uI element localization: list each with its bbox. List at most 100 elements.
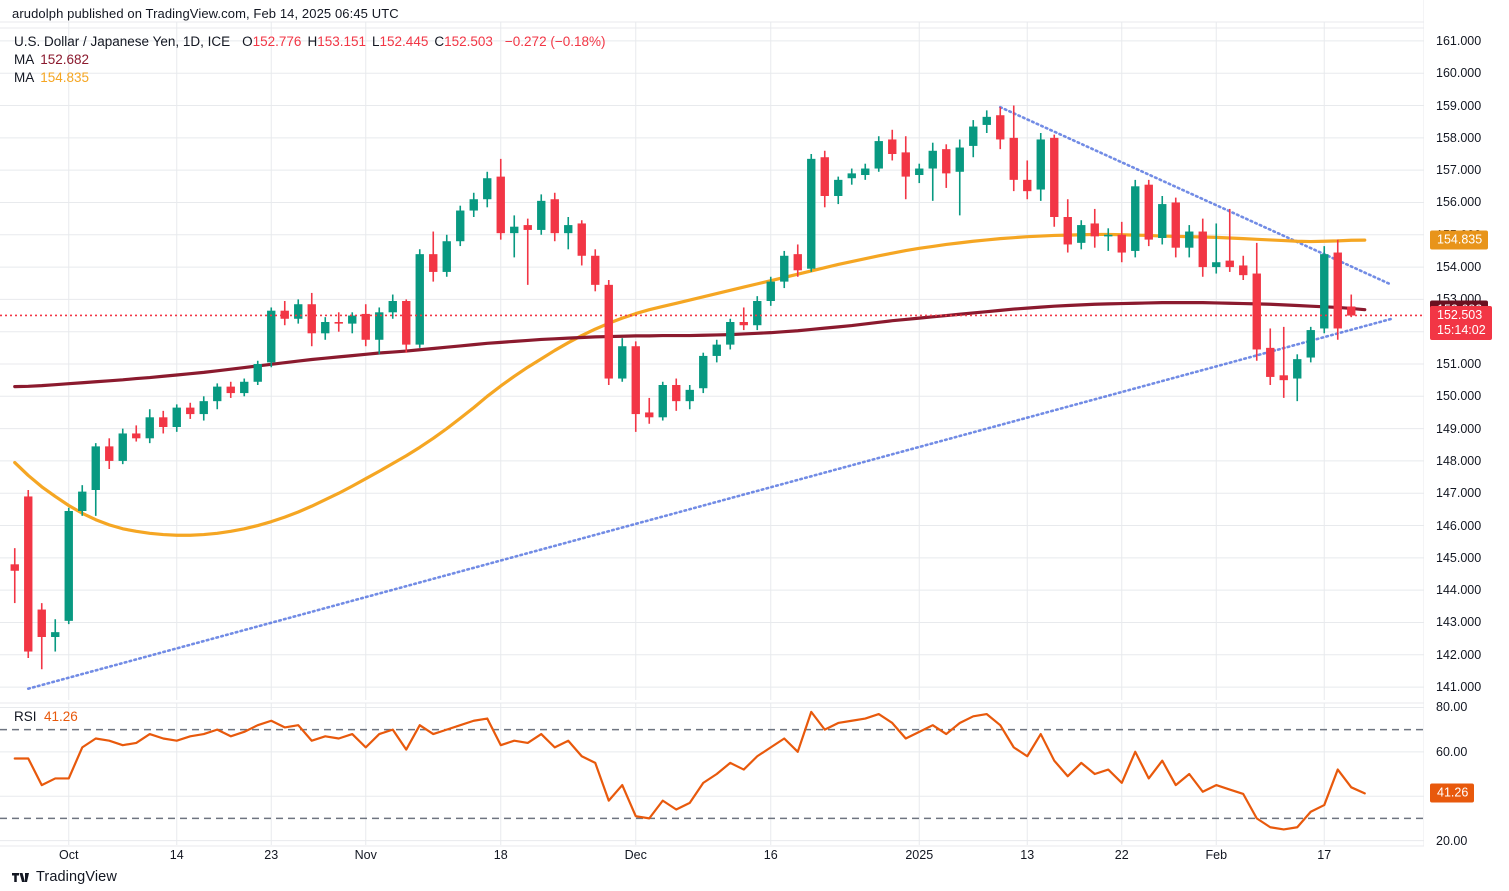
candle — [834, 176, 843, 205]
ma2-price-pill[interactable]: 154.835 — [1430, 230, 1489, 250]
candle — [1050, 134, 1059, 227]
time-axis-label: 2025 — [905, 848, 934, 862]
candle — [172, 404, 181, 432]
candle — [1104, 228, 1113, 251]
candle — [253, 360, 262, 385]
candle — [483, 171, 492, 208]
candle — [1185, 225, 1194, 258]
time-axis-label: 17 — [1317, 848, 1332, 862]
candle — [1090, 208, 1099, 248]
last-price-pill[interactable]: 152.503 15:14:02 — [1430, 306, 1492, 341]
candle — [1320, 246, 1329, 334]
time-axis-label: 16 — [763, 848, 778, 862]
candle — [631, 341, 640, 432]
candle — [415, 249, 424, 348]
candle — [658, 381, 667, 421]
price-axis-tick: 157.000 — [1436, 163, 1482, 178]
candle — [496, 158, 505, 240]
price-axis-tick: 141.000 — [1436, 680, 1482, 695]
candle — [847, 168, 856, 185]
price-axis-tick: 150.000 — [1436, 389, 1482, 404]
candle — [388, 294, 397, 319]
candle — [645, 397, 654, 424]
candle — [685, 385, 694, 410]
tradingview-mark-icon — [12, 872, 29, 882]
price-axis-tick: 143.000 — [1436, 615, 1482, 630]
candle — [118, 428, 127, 465]
candle — [1131, 179, 1140, 258]
candle — [375, 307, 384, 355]
candle — [37, 603, 46, 670]
candle — [24, 490, 33, 658]
rsi-value-pill[interactable]: 41.26 — [1430, 783, 1475, 803]
rsi-line — [13, 710, 1366, 831]
time-axis-label: Nov — [354, 848, 377, 862]
lower-ascending-trendline — [26, 317, 1394, 690]
rsi-plot-layer — [0, 710, 1424, 831]
time-axis-label: 13 — [1020, 848, 1035, 862]
upper-descending-trendline — [998, 105, 1394, 287]
candle — [618, 338, 627, 382]
candle — [739, 307, 748, 331]
candle — [523, 218, 532, 285]
price-axis-tick: 151.000 — [1436, 357, 1482, 371]
time-axis-label: Oct — [59, 848, 79, 862]
candle — [456, 205, 465, 247]
candle — [105, 438, 114, 469]
candle — [753, 296, 762, 331]
candle — [361, 304, 370, 347]
price-axis-tick: 142.000 — [1436, 647, 1482, 662]
price-axis-tick: 147.000 — [1436, 486, 1482, 501]
candle — [793, 244, 802, 277]
ma-orange-line — [13, 232, 1367, 537]
candle — [78, 485, 87, 516]
moving-average-layer — [13, 232, 1367, 537]
candle — [915, 163, 924, 184]
price-axis-tick: 144.000 — [1436, 583, 1482, 598]
candle — [1117, 221, 1126, 263]
candle — [955, 139, 964, 216]
candle — [1266, 328, 1275, 385]
price-axis-tick: 158.000 — [1436, 130, 1482, 145]
candle — [820, 150, 829, 208]
rsi-axis-tick: 60.00 — [1436, 744, 1468, 759]
candle — [969, 120, 978, 158]
candle — [901, 136, 910, 200]
time-axis-label: 18 — [493, 848, 508, 862]
candle — [1063, 199, 1072, 253]
candle — [888, 129, 897, 161]
candle — [726, 318, 735, 350]
candle — [1023, 160, 1032, 200]
price-axis-tick: 146.000 — [1436, 518, 1482, 533]
candle — [1306, 326, 1315, 363]
candle — [510, 215, 519, 258]
time-axis[interactable]: Oct 14 23 Nov 18 Dec 16 2025 13 22 Feb 17 — [0, 846, 1424, 868]
candle — [766, 276, 775, 306]
rsi-axis-tick: 20.00 — [1436, 833, 1468, 848]
time-axis-label: 22 — [1114, 848, 1129, 862]
candle — [469, 192, 478, 217]
candle — [1158, 196, 1167, 245]
candle — [861, 163, 870, 180]
candle — [1225, 208, 1234, 272]
candle — [672, 378, 681, 411]
candle — [712, 339, 721, 363]
candle — [1171, 197, 1180, 258]
price-axis-tick: 160.000 — [1436, 66, 1482, 81]
grid-layer — [0, 0, 1425, 847]
candle — [321, 317, 330, 340]
candle — [348, 312, 357, 334]
candle — [91, 443, 100, 516]
price-axis-tick: 161.000 — [1436, 33, 1482, 48]
candle — [874, 136, 883, 172]
time-axis-label: Feb — [1205, 848, 1228, 862]
candle — [591, 249, 600, 292]
candle — [982, 110, 991, 133]
trendline-layer — [26, 105, 1394, 690]
candle — [294, 299, 303, 324]
price-axis[interactable]: 161.000 160.000 159.000 158.000 157.000 156.0… — [1424, 0, 1509, 848]
candle — [442, 234, 451, 277]
candle — [1198, 218, 1207, 277]
